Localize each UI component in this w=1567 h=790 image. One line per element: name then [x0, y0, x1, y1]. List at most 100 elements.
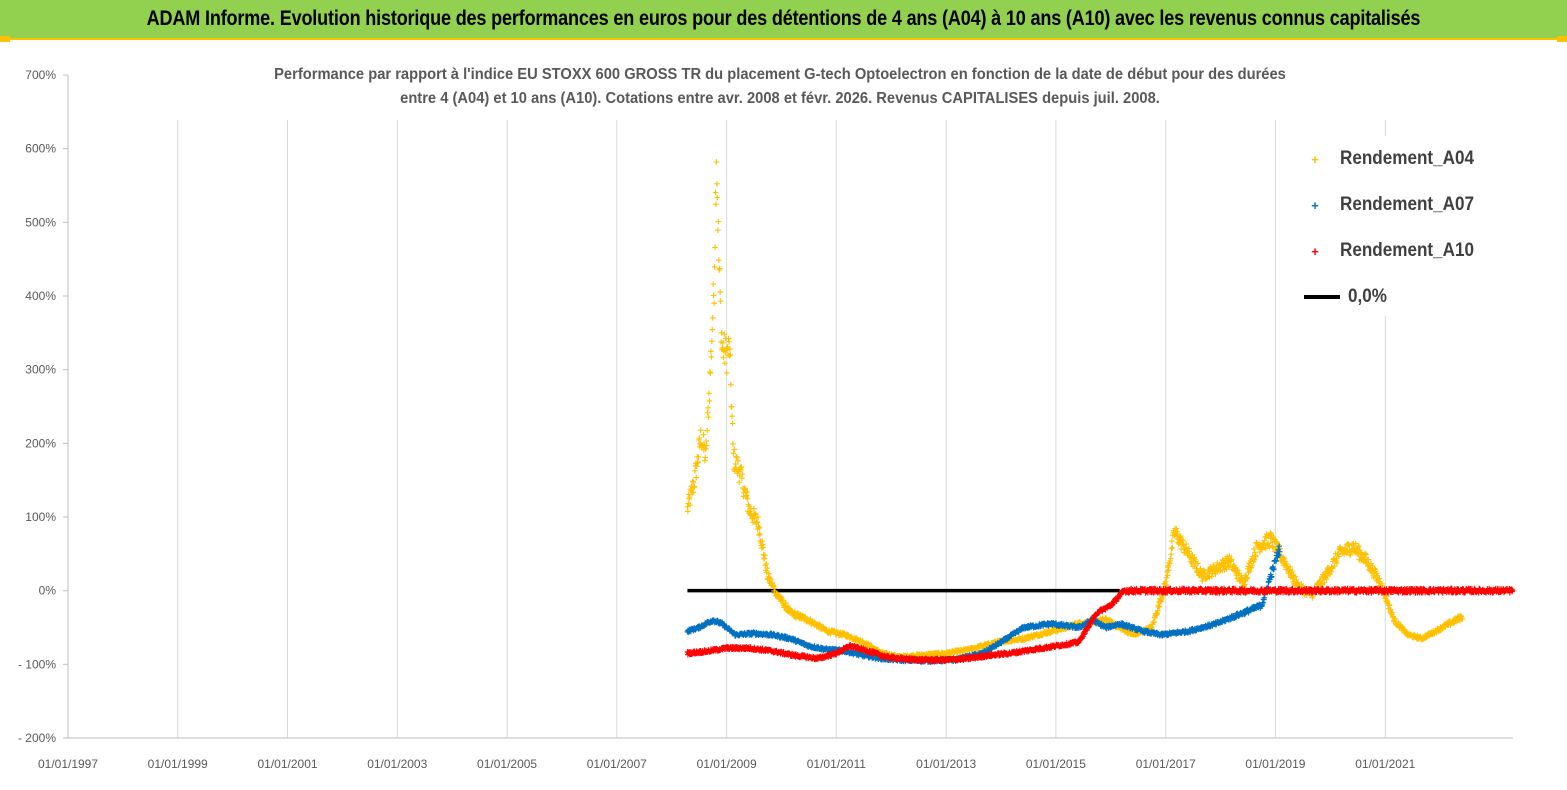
data-point — [700, 431, 707, 438]
y-tick-label: - 100% — [18, 657, 56, 671]
data-point — [1346, 542, 1352, 549]
data-point — [757, 531, 763, 537]
y-tick-label: - 200% — [18, 731, 56, 745]
data-point — [729, 420, 736, 427]
data-point — [719, 345, 726, 351]
data-point — [690, 479, 697, 485]
data-point — [1174, 528, 1181, 535]
data-point — [766, 571, 772, 577]
data-point — [739, 471, 746, 477]
data-point — [763, 560, 770, 567]
data-point — [1154, 607, 1161, 614]
x-tick-label: 01/01/2019 — [1245, 757, 1305, 771]
data-point — [768, 576, 774, 583]
data-point — [1334, 560, 1340, 566]
y-tick-label: 100% — [25, 510, 56, 524]
data-point — [1251, 546, 1257, 552]
data-point — [1245, 569, 1252, 576]
data-point — [1252, 553, 1259, 560]
data-point — [714, 194, 721, 201]
data-point — [1365, 556, 1372, 563]
data-point — [1268, 573, 1275, 580]
legend-label-a07: Rendement_A07 — [1340, 194, 1475, 215]
data-point — [728, 404, 735, 410]
data-point — [696, 435, 703, 441]
data-point — [1228, 556, 1235, 563]
data-point — [1352, 540, 1359, 547]
data-point — [1249, 562, 1255, 569]
chart-title-line-2: entre 4 (A04) et 10 ans (A10). Cotations… — [400, 90, 1160, 107]
data-point — [1158, 598, 1165, 605]
data-point — [780, 597, 786, 603]
data-point — [709, 315, 716, 321]
data-point — [727, 381, 734, 388]
plus-marker-icon: + — [1311, 197, 1319, 213]
legend-label-a10: Rendement_A10 — [1340, 240, 1475, 261]
data-point — [705, 405, 711, 411]
data-point — [1247, 568, 1253, 574]
data-point — [760, 544, 766, 551]
data-point — [1362, 550, 1368, 557]
data-point — [1357, 549, 1364, 556]
data-point — [1166, 567, 1172, 574]
data-point — [716, 257, 722, 263]
x-tick-label: 01/01/2011 — [807, 757, 866, 771]
data-point — [1287, 564, 1293, 570]
data-point — [693, 474, 700, 481]
banner-title: ADAM Informe. Evolution historique des p… — [146, 7, 1421, 30]
x-tick-label: 01/01/2013 — [916, 757, 976, 771]
data-point — [1199, 578, 1206, 584]
data-point — [733, 453, 739, 460]
y-tick-label: 600% — [25, 142, 56, 156]
data-point — [1245, 563, 1251, 570]
data-point — [1376, 575, 1383, 582]
data-point — [1293, 579, 1300, 586]
legend-item-a07: + Rendement_A07 — [1290, 190, 1489, 220]
data-point — [1251, 556, 1258, 563]
data-point — [732, 461, 739, 467]
chart-title-line-1: Performance par rapport à l'indice EU ST… — [274, 66, 1286, 83]
x-tick-label: 01/01/2017 — [1136, 757, 1196, 771]
data-point — [1331, 563, 1338, 569]
data-point — [720, 340, 726, 346]
data-point — [710, 292, 717, 299]
data-point — [1173, 525, 1180, 532]
data-point — [1328, 569, 1334, 575]
data-point — [727, 351, 734, 358]
data-point — [1371, 565, 1378, 572]
data-point — [783, 600, 789, 607]
data-point — [1271, 566, 1277, 572]
line-marker-icon — [1304, 295, 1340, 299]
data-point — [755, 514, 761, 520]
data-point — [727, 346, 733, 352]
chart-legend: + Rendement_A04 + Rendement_A07 + Rendem… — [1290, 136, 1512, 316]
data-point — [693, 463, 700, 469]
data-point — [715, 227, 721, 233]
data-point — [1169, 544, 1176, 551]
data-point — [1363, 551, 1369, 558]
data-point — [1261, 537, 1268, 544]
data-point — [712, 189, 719, 196]
legend-item-a04: + Rendement_A04 — [1290, 144, 1489, 174]
data-point — [1262, 545, 1269, 552]
data-point — [744, 489, 750, 495]
data-point — [1281, 556, 1288, 562]
data-point — [697, 427, 704, 434]
corner-mark-top-left — [0, 36, 10, 46]
data-point — [709, 326, 716, 333]
data-point — [715, 218, 722, 225]
y-tick-label: 0% — [39, 584, 57, 598]
data-point — [695, 454, 702, 460]
data-point — [1168, 551, 1174, 558]
data-point — [731, 446, 738, 453]
data-point — [702, 446, 709, 452]
x-tick-label: 01/01/2003 — [367, 757, 427, 771]
data-point — [723, 370, 730, 376]
data-point — [721, 331, 728, 337]
data-point — [716, 265, 723, 272]
data-point — [702, 454, 709, 461]
data-point — [762, 552, 768, 558]
data-point — [767, 575, 773, 582]
data-point — [713, 159, 720, 165]
data-point — [744, 495, 751, 502]
